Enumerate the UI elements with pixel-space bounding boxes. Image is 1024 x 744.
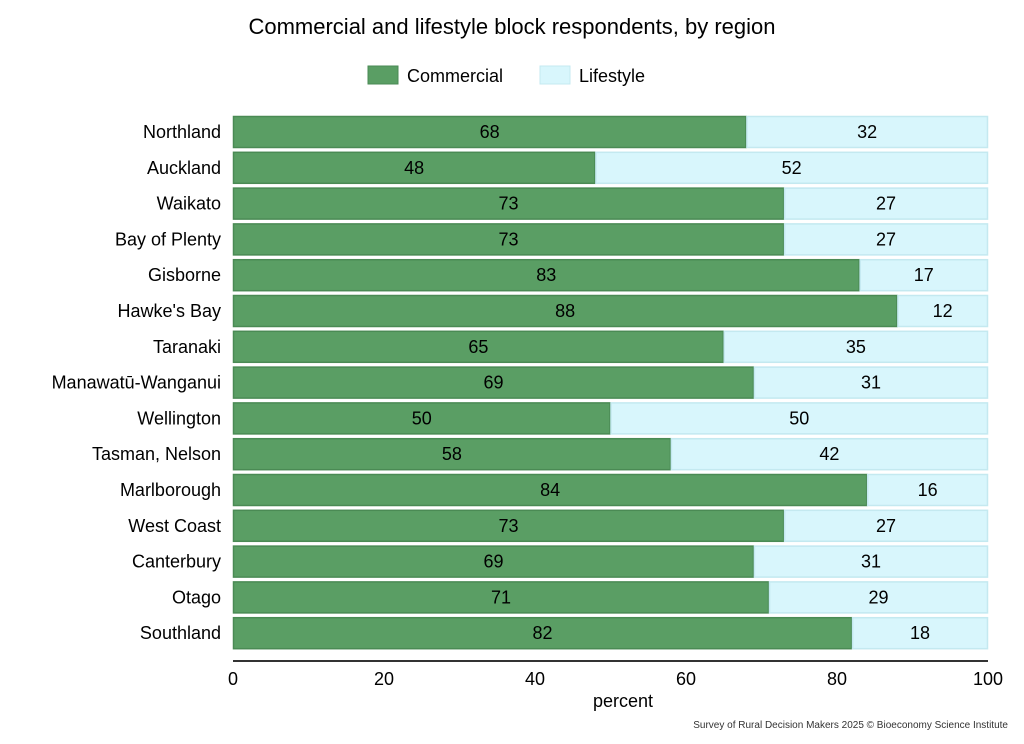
value-label-commercial-canterbury: 69	[483, 552, 503, 572]
bar-lifestyle-marlborough	[866, 473, 989, 507]
bar-lifestyle-gisborne	[859, 258, 989, 292]
value-label-commercial-northland: 68	[480, 122, 500, 142]
value-label-commercial-wellington: 50	[412, 408, 432, 428]
x-tick-0: 0	[228, 669, 238, 689]
bar-lifestyle-southland	[851, 616, 989, 650]
bar-commercial-waikato	[232, 187, 785, 220]
value-label-lifestyle-hawke-s-bay: 12	[933, 301, 953, 321]
bars-group: 68 32 48 52 73 27 73 27 83 17 88 12 65 35 69 31 50 50 58 42…	[232, 115, 989, 650]
value-label-lifestyle-otago: 29	[869, 587, 889, 607]
value-label-commercial-auckland: 48	[404, 158, 424, 178]
value-label-lifestyle-southland: 18	[910, 623, 930, 643]
value-label-commercial-hawke-s-bay: 88	[555, 301, 575, 321]
x-tick-80: 80	[827, 669, 847, 689]
value-label-commercial-gisborne: 83	[536, 265, 556, 285]
value-label-commercial-marlborough: 84	[540, 480, 560, 500]
category-label-bay-of-plenty: Bay of Plenty	[115, 229, 221, 249]
value-label-lifestyle-tasman-nelson: 42	[819, 444, 839, 464]
legend-label-commercial: Commercial	[407, 66, 503, 86]
value-label-lifestyle-taranaki: 35	[846, 337, 866, 357]
bar-lifestyle-otago	[768, 581, 989, 614]
value-label-lifestyle-marlborough: 16	[918, 480, 938, 500]
legend: Commercial Lifestyle	[367, 65, 645, 86]
category-labels: Northland Auckland Waikato Bay of Plenty Gis…	[52, 122, 221, 643]
value-label-lifestyle-northland: 32	[857, 122, 877, 142]
category-label-waikato: Waikato	[157, 194, 221, 214]
x-tick-60: 60	[676, 669, 696, 689]
value-label-commercial-otago: 71	[491, 587, 511, 607]
bar-commercial-wellington	[232, 402, 611, 435]
x-tick-40: 40	[525, 669, 545, 689]
bar-commercial-otago	[232, 581, 770, 614]
bar-commercial-canterbury	[232, 545, 755, 578]
x-tick-100: 100	[973, 669, 1003, 689]
category-label-west-coast: West Coast	[128, 516, 221, 536]
bar-commercial-hawke-s-bay	[232, 294, 898, 328]
x-axis-title: percent	[593, 691, 653, 711]
chart-title: Commercial and lifestyle block responden…	[248, 14, 775, 39]
category-label-northland: Northland	[143, 122, 221, 142]
bar-commercial-gisborne	[232, 258, 860, 292]
value-label-lifestyle-bay-of-plenty: 27	[876, 229, 896, 249]
category-label-auckland: Auckland	[147, 158, 221, 178]
x-tick-20: 20	[374, 669, 394, 689]
value-label-lifestyle-west-coast: 27	[876, 516, 896, 536]
value-label-lifestyle-gisborne: 17	[914, 265, 934, 285]
value-label-lifestyle-auckland: 52	[782, 158, 802, 178]
bar-lifestyle-northland	[746, 115, 989, 149]
value-label-commercial-tasman-nelson: 58	[442, 444, 462, 464]
bar-commercial-west-coast	[232, 509, 785, 543]
legend-label-lifestyle: Lifestyle	[579, 66, 645, 86]
bar-commercial-southland	[232, 616, 853, 650]
category-label-hawke-s-bay: Hawke's Bay	[118, 301, 221, 321]
legend-swatch-lifestyle	[539, 65, 571, 85]
value-label-commercial-southland: 82	[533, 623, 553, 643]
value-label-commercial-waikato: 73	[499, 194, 519, 214]
value-label-commercial-bay-of-plenty: 73	[499, 229, 519, 249]
legend-swatch-commercial	[367, 65, 399, 85]
category-label-wellington: Wellington	[137, 408, 221, 428]
value-label-lifestyle-canterbury: 31	[861, 552, 881, 572]
category-label-otago: Otago	[172, 587, 221, 607]
bar-lifestyle-west-coast	[783, 509, 989, 543]
value-label-lifestyle-waikato: 27	[876, 194, 896, 214]
category-label-marlborough: Marlborough	[120, 480, 221, 500]
bar-commercial-taranaki	[232, 330, 724, 364]
bar-commercial-marlborough	[232, 473, 868, 507]
bar-lifestyle-waikato	[783, 187, 989, 220]
chart-caption: Survey of Rural Decision Makers 2025 © B…	[693, 720, 1008, 731]
category-label-manawat-wanganui: Manawatū-Wanganui	[52, 373, 221, 393]
value-label-commercial-manawat-wanganui: 69	[483, 373, 503, 393]
bar-lifestyle-manawat-wanganui	[753, 366, 989, 399]
bar-lifestyle-wellington	[610, 402, 989, 435]
category-label-southland: Southland	[140, 623, 221, 643]
category-label-gisborne: Gisborne	[148, 265, 221, 285]
category-label-tasman-nelson: Tasman, Nelson	[92, 444, 221, 464]
x-tick-labels: 0 20 40 60 80 100	[228, 669, 1003, 689]
bar-commercial-northland	[232, 115, 747, 149]
bar-commercial-auckland	[232, 151, 596, 185]
bar-lifestyle-bay-of-plenty	[783, 223, 989, 256]
bar-lifestyle-tasman-nelson	[670, 437, 989, 471]
bar-lifestyle-canterbury	[753, 545, 989, 578]
bar-lifestyle-taranaki	[723, 330, 989, 364]
bar-commercial-manawat-wanganui	[232, 366, 755, 399]
value-label-commercial-taranaki: 65	[468, 337, 488, 357]
bar-lifestyle-auckland	[595, 151, 989, 185]
bar-lifestyle-hawke-s-bay	[897, 294, 989, 328]
category-label-canterbury: Canterbury	[132, 552, 221, 572]
bar-commercial-bay-of-plenty	[232, 223, 785, 256]
category-label-taranaki: Taranaki	[153, 337, 221, 357]
value-label-lifestyle-wellington: 50	[789, 408, 809, 428]
value-label-lifestyle-manawat-wanganui: 31	[861, 373, 881, 393]
value-label-commercial-west-coast: 73	[499, 516, 519, 536]
bar-commercial-tasman-nelson	[232, 437, 672, 471]
